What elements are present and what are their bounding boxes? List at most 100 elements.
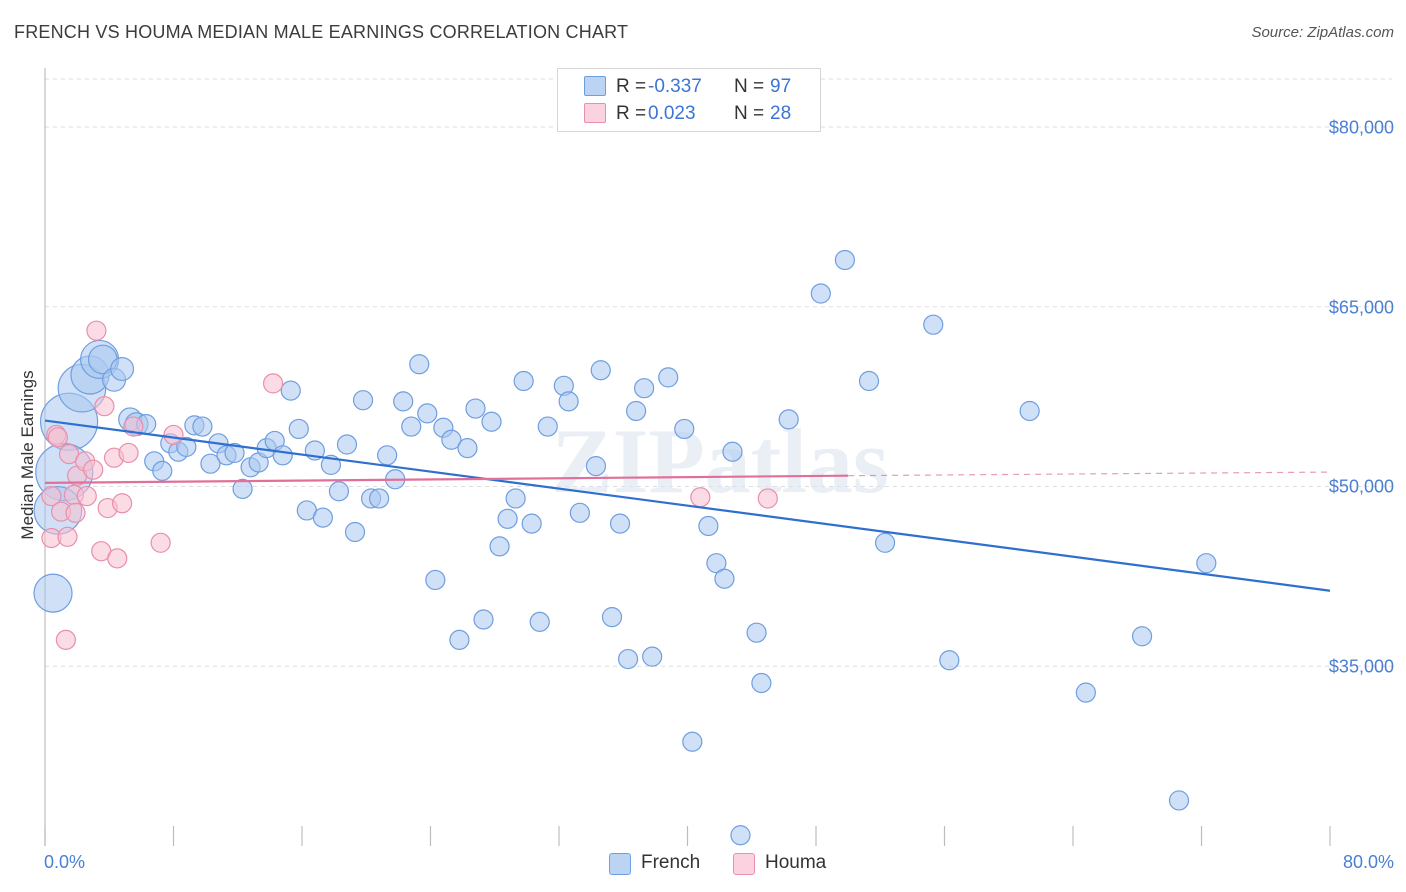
french-point <box>425 569 446 591</box>
french-point <box>634 378 655 399</box>
houma-point <box>55 629 76 650</box>
french-point <box>1168 790 1190 811</box>
houma-point <box>118 442 139 464</box>
french-point <box>585 455 607 477</box>
houma-legend-swatch-icon <box>733 853 755 875</box>
french-point <box>280 380 301 401</box>
n-value: 97 <box>770 76 792 97</box>
chart-title: FRENCH VS HOUMA MEDIAN MALE EARNINGS COR… <box>14 22 629 42</box>
trend-layer <box>44 419 1331 592</box>
french-point <box>601 606 623 628</box>
french-point <box>409 354 430 375</box>
x-tick-label-min: 0.0% <box>44 852 86 872</box>
french-point <box>1075 682 1096 703</box>
houma-point <box>47 427 68 448</box>
houma-swatch-icon <box>584 103 606 123</box>
legend-label-french: French <box>641 852 701 873</box>
french-point <box>200 453 221 474</box>
x-tick-label-max: 80.0% <box>1342 852 1394 872</box>
y-tick-label: $35,000 <box>1328 656 1394 677</box>
stats-legend: R = -0.337 N = 97 R = 0.023 N = 28 <box>557 68 821 132</box>
r-value: 0.023 <box>648 103 696 124</box>
legend-label-houma: Houma <box>765 852 827 873</box>
french-point <box>465 398 486 419</box>
houma-point <box>690 487 711 508</box>
y-tick-label: $50,000 <box>1328 476 1394 497</box>
french-point <box>232 478 253 499</box>
houma-point <box>111 493 133 514</box>
french-point <box>778 409 799 430</box>
french-point <box>558 391 579 412</box>
french-point <box>312 507 333 528</box>
houma-trend-extension <box>848 471 1331 477</box>
french-point <box>377 445 398 466</box>
french-point <box>328 481 350 502</box>
french-point <box>352 390 374 411</box>
french-swatch-icon <box>584 76 606 96</box>
french-point <box>110 357 135 382</box>
french-point <box>417 403 438 424</box>
french-point <box>858 370 880 392</box>
r-label: R = <box>616 103 647 124</box>
french-point <box>449 629 470 650</box>
french-point <box>834 249 856 271</box>
houma-point <box>65 502 86 523</box>
french-point <box>473 609 494 630</box>
french-point <box>682 731 703 752</box>
houma-point <box>76 485 97 507</box>
houma-point <box>163 424 184 446</box>
french-point <box>33 573 73 613</box>
y-axis-label: Median Male Earnings <box>18 370 37 540</box>
french-point <box>393 391 414 412</box>
french-point <box>521 513 542 534</box>
french-point <box>658 367 679 388</box>
houma-trend-line <box>44 474 849 484</box>
french-point <box>590 360 611 381</box>
n-label: N = <box>734 76 765 97</box>
points-layer <box>33 249 1217 846</box>
houma-point <box>86 320 107 341</box>
french-point <box>609 513 631 534</box>
french-point <box>441 429 462 450</box>
stats-legend-row-french: R = -0.337 N = 97 <box>558 76 820 102</box>
french-point <box>489 536 510 557</box>
french-point <box>505 488 526 509</box>
source-credit: Source: ZipAtlas.com <box>1251 24 1394 41</box>
houma-point <box>57 526 78 547</box>
houma-point <box>107 548 128 569</box>
series-legend: French Houma <box>0 852 1406 878</box>
houma-point <box>94 396 115 417</box>
houma-point <box>41 485 62 507</box>
french-point <box>176 436 197 458</box>
french-trend-line <box>44 419 1331 592</box>
french-point <box>625 400 647 422</box>
french-point <box>537 416 558 437</box>
french-point <box>923 314 944 335</box>
french-point <box>497 508 518 529</box>
french-point <box>617 648 639 670</box>
houma-point <box>83 459 104 480</box>
french-point <box>192 416 213 437</box>
french-point <box>939 650 960 671</box>
french-point <box>810 283 831 304</box>
french-point <box>481 411 502 432</box>
y-tick-label: $80,000 <box>1328 117 1394 138</box>
french-point <box>224 442 245 464</box>
french-point <box>457 438 478 459</box>
houma-point <box>262 373 284 394</box>
french-point <box>714 568 735 589</box>
french-point <box>369 488 390 509</box>
french-point <box>642 646 663 667</box>
stats-legend-row-houma: R = 0.023 N = 28 <box>558 103 820 129</box>
french-point <box>1019 400 1040 422</box>
french-point <box>698 515 719 537</box>
french-point <box>874 532 896 553</box>
french-point <box>730 825 751 846</box>
y-tick-label: $65,000 <box>1328 297 1394 318</box>
french-point <box>152 460 173 481</box>
houma-point <box>150 532 171 553</box>
french-legend-swatch-icon <box>609 853 631 875</box>
houma-point <box>757 488 778 509</box>
french-point <box>751 672 772 694</box>
french-point <box>674 418 695 440</box>
